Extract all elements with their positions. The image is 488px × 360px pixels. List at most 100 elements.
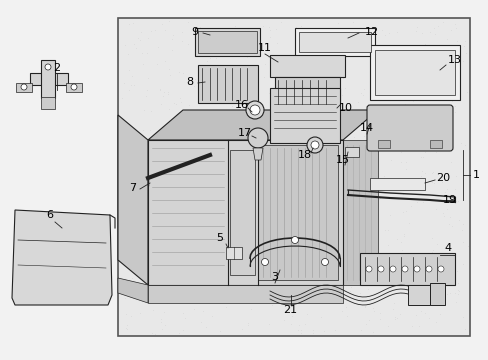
Point <box>374 103 382 109</box>
Point <box>200 238 208 244</box>
Point <box>190 83 198 89</box>
Point <box>134 168 142 174</box>
Point <box>381 227 388 233</box>
Point <box>441 173 449 179</box>
Point <box>215 263 223 269</box>
Point <box>420 47 428 53</box>
Point <box>195 150 203 156</box>
Point <box>144 75 152 81</box>
Point <box>430 176 438 182</box>
Circle shape <box>306 137 323 153</box>
Point <box>181 111 188 116</box>
Point <box>251 232 259 238</box>
Point <box>244 322 251 328</box>
Point <box>375 195 383 201</box>
Point <box>390 314 398 319</box>
Bar <box>258 145 337 280</box>
Point <box>258 46 265 51</box>
Point <box>426 117 433 123</box>
Point <box>400 102 408 107</box>
Point <box>210 159 218 165</box>
Point <box>438 211 446 216</box>
Point <box>393 138 401 144</box>
Point <box>175 188 183 194</box>
Point <box>339 58 347 63</box>
Point <box>368 329 376 335</box>
Point <box>228 255 236 261</box>
Point <box>181 158 189 164</box>
Point <box>237 92 244 98</box>
Point <box>213 235 221 241</box>
Point <box>297 327 305 333</box>
Point <box>134 292 142 297</box>
Point <box>324 81 331 87</box>
Point <box>150 214 158 220</box>
Point <box>380 89 388 95</box>
Point <box>354 240 362 246</box>
Point <box>460 38 468 44</box>
Point <box>346 147 354 153</box>
Point <box>244 43 251 49</box>
Point <box>417 30 425 36</box>
Point <box>347 152 355 158</box>
Point <box>369 249 377 255</box>
Point <box>198 224 206 229</box>
Point <box>199 226 207 232</box>
Point <box>180 116 188 122</box>
Point <box>416 154 424 159</box>
Point <box>336 202 344 208</box>
Point <box>142 224 149 230</box>
Point <box>205 55 213 60</box>
Point <box>124 51 132 57</box>
Point <box>200 138 208 143</box>
Point <box>141 288 149 294</box>
Point <box>172 231 180 237</box>
Point <box>426 257 434 263</box>
Point <box>218 43 225 49</box>
Point <box>397 247 405 253</box>
Point <box>177 116 185 122</box>
Point <box>302 311 310 317</box>
Point <box>138 136 145 142</box>
Point <box>305 193 312 199</box>
Point <box>279 171 286 177</box>
Point <box>383 139 391 145</box>
Point <box>364 160 371 166</box>
Point <box>375 316 383 322</box>
Point <box>132 194 140 200</box>
Bar <box>429 283 444 305</box>
Point <box>237 78 245 84</box>
Point <box>430 57 438 62</box>
Point <box>122 311 129 317</box>
Point <box>118 219 125 225</box>
Point <box>438 179 446 185</box>
Point <box>254 285 262 291</box>
Point <box>274 186 282 192</box>
Point <box>204 208 212 214</box>
Circle shape <box>401 266 407 272</box>
Point <box>185 102 193 108</box>
Bar <box>269 88 339 143</box>
Point <box>119 224 127 230</box>
Text: 9: 9 <box>191 27 198 37</box>
Point <box>396 239 404 245</box>
Point <box>439 291 447 297</box>
Point <box>142 93 149 99</box>
Point <box>269 216 277 221</box>
Point <box>298 103 305 108</box>
Point <box>442 36 449 42</box>
Point <box>446 72 453 78</box>
Point <box>199 119 207 125</box>
Point <box>368 305 376 311</box>
Point <box>212 195 220 201</box>
Point <box>439 19 447 25</box>
Point <box>443 291 450 297</box>
Point <box>440 103 447 109</box>
Point <box>360 303 368 309</box>
Point <box>266 27 274 32</box>
Point <box>200 40 208 46</box>
Point <box>394 74 402 80</box>
Circle shape <box>247 128 267 148</box>
Point <box>303 211 310 217</box>
Bar <box>66 83 82 92</box>
